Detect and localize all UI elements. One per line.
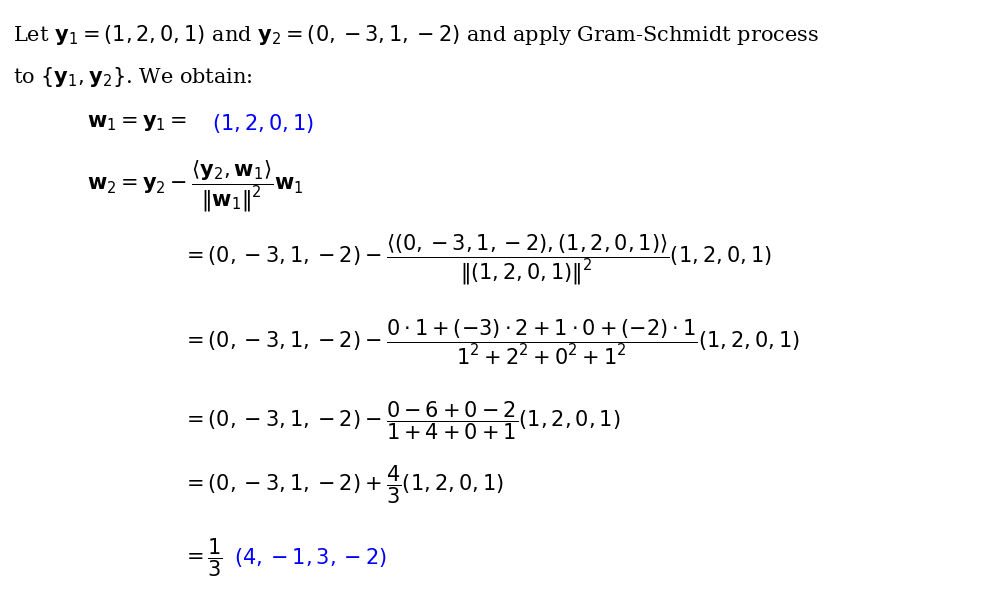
Text: $= (0,-3,1,-2) + \dfrac{4}{3}(1,2,0,1)$: $= (0,-3,1,-2) + \dfrac{4}{3}(1,2,0,1)$ <box>181 464 503 506</box>
Text: $\mathbf{w}_2 = \mathbf{y}_2 - \dfrac{\langle \mathbf{y}_2, \mathbf{w}_1 \rangle: $\mathbf{w}_2 = \mathbf{y}_2 - \dfrac{\l… <box>86 159 303 214</box>
Text: $(1, 2, 0, 1)$: $(1, 2, 0, 1)$ <box>212 112 313 134</box>
Text: $= (0,-3,1,-2) - \dfrac{0 \cdot 1 + (-3) \cdot 2 + 1 \cdot 0 + (-2) \cdot 1}{1^2: $= (0,-3,1,-2) - \dfrac{0 \cdot 1 + (-3)… <box>181 318 799 367</box>
Text: $= (0,-3,1,-2) - \dfrac{0 - 6 + 0 - 2}{1 + 4 + 0 + 1}(1,2,0,1)$: $= (0,-3,1,-2) - \dfrac{0 - 6 + 0 - 2}{1… <box>181 400 619 442</box>
Text: $\mathbf{w}_1 = \mathbf{y}_1 = $: $\mathbf{w}_1 = \mathbf{y}_1 = $ <box>86 113 187 133</box>
Text: $= \dfrac{1}{3}$: $= \dfrac{1}{3}$ <box>181 536 223 579</box>
Text: to $\{\mathbf{y}_1, \mathbf{y}_2\}$. We obtain:: to $\{\mathbf{y}_1, \mathbf{y}_2\}$. We … <box>13 65 252 89</box>
Text: $= (0, -3, 1, -2) - \dfrac{\langle (0,-3,1,-2),(1,2,0,1)\rangle}{\|(1,2,0,1)\|^2: $= (0, -3, 1, -2) - \dfrac{\langle (0,-3… <box>181 233 770 287</box>
Text: $(4,-1,3,-2)$: $(4,-1,3,-2)$ <box>234 546 387 569</box>
Text: Let $\mathbf{y}_1 = (1, 2, 0, 1)$ and $\mathbf{y}_2 = (0, -3, 1, -2)$ and apply : Let $\mathbf{y}_1 = (1, 2, 0, 1)$ and $\… <box>13 23 818 46</box>
